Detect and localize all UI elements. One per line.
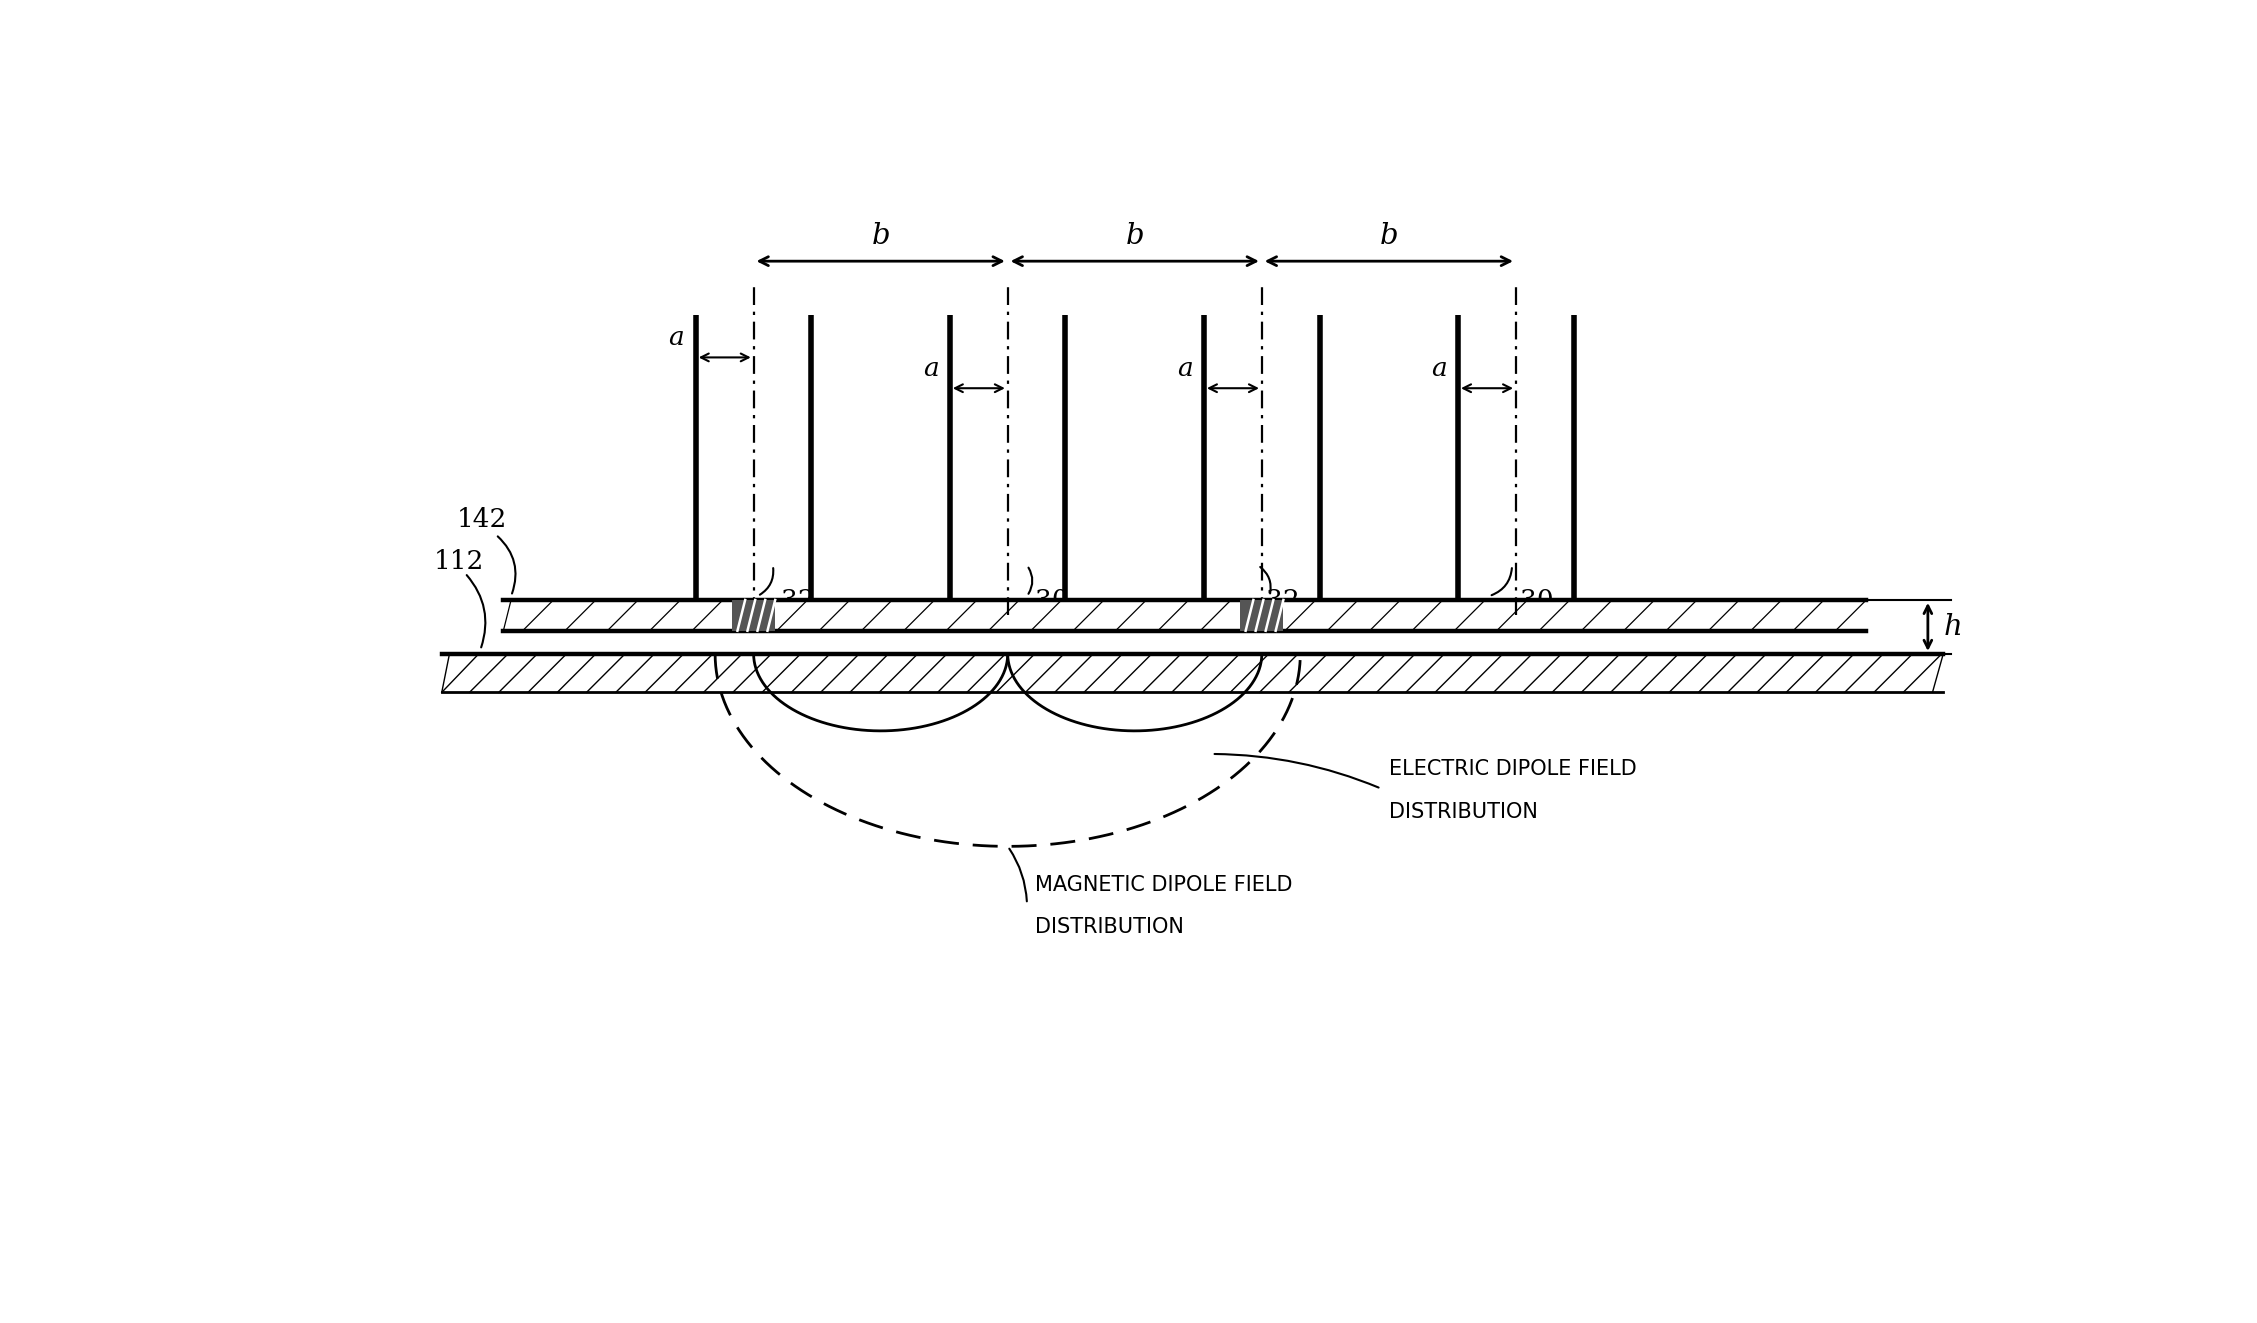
Text: a: a	[1176, 356, 1192, 381]
Bar	[442, 654, 1943, 692]
Text: a: a	[923, 356, 939, 381]
Text: h: h	[1943, 613, 1961, 640]
Bar	[1241, 599, 1284, 631]
Text: ELECTRIC DIPOLE FIELD: ELECTRIC DIPOLE FIELD	[1388, 759, 1636, 779]
Text: 32: 32	[781, 589, 815, 614]
Bar	[503, 599, 1867, 631]
Text: a: a	[668, 324, 684, 349]
Text: 30: 30	[1519, 589, 1553, 614]
Text: b: b	[1379, 222, 1397, 250]
Text: a: a	[1431, 356, 1447, 381]
Text: MAGNETIC DIPOLE FIELD: MAGNETIC DIPOLE FIELD	[1034, 875, 1293, 894]
Text: b: b	[871, 222, 889, 250]
Text: b: b	[1126, 222, 1144, 250]
Bar	[731, 599, 774, 631]
Text: 30: 30	[1034, 589, 1068, 614]
Text: DISTRIBUTION: DISTRIBUTION	[1034, 917, 1183, 937]
Text: DISTRIBUTION: DISTRIBUTION	[1388, 802, 1537, 822]
Text: 112: 112	[433, 549, 485, 574]
Text: 32: 32	[1266, 589, 1300, 614]
Text: 142: 142	[458, 507, 508, 532]
